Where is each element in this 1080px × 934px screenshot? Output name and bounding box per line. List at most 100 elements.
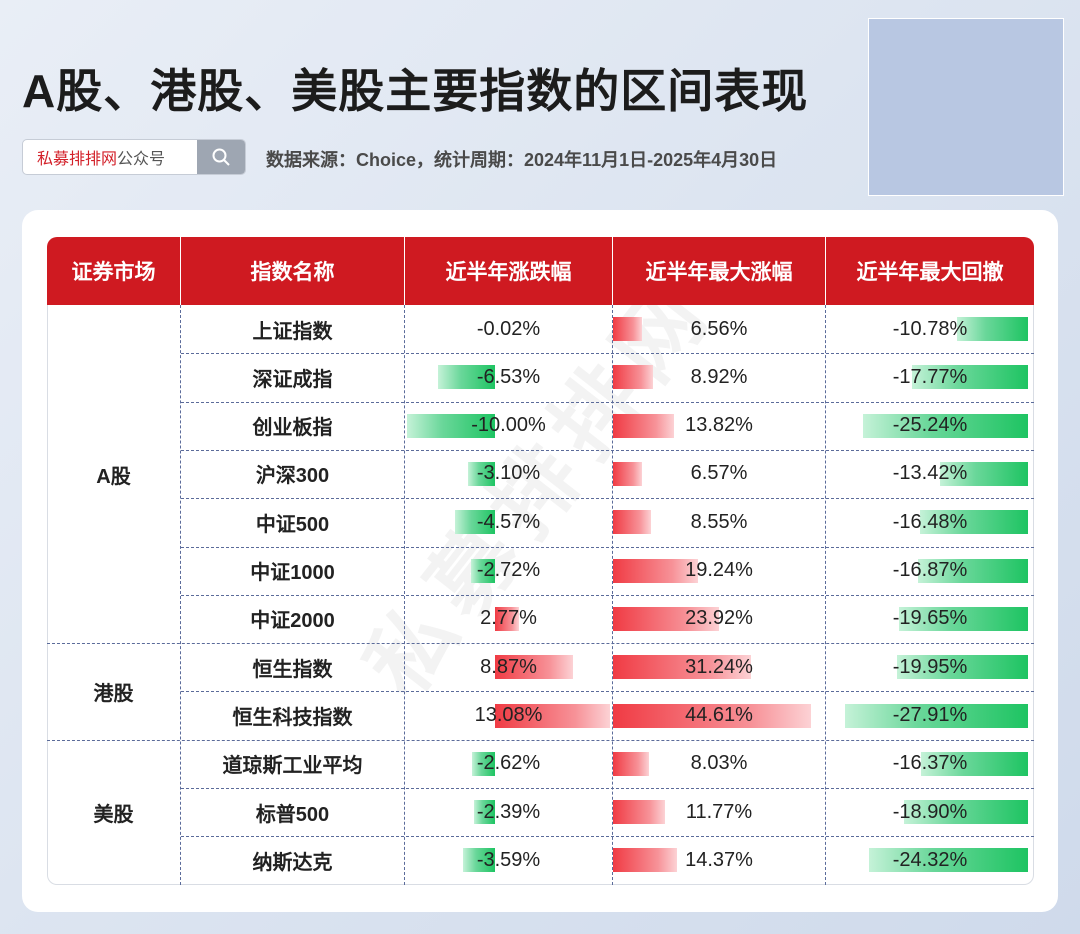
max-drawdown-bar <box>917 558 1028 583</box>
max-drawdown-bar <box>957 317 1028 342</box>
index-name: 恒生指数 <box>252 658 333 681</box>
change-bar <box>495 655 574 680</box>
max-gain-bar <box>613 848 677 873</box>
row-divider <box>181 449 1034 451</box>
market-a-share: A股 <box>96 465 131 488</box>
change-value: -3.10% <box>476 462 541 485</box>
max-gain-value: 14.37% <box>685 848 753 871</box>
max-gain-bar <box>613 510 651 535</box>
max-gain-value: 19.24% <box>685 559 753 581</box>
max-drawdown-value: -16.48% <box>892 510 968 533</box>
max-gain-value: 31.24% <box>685 655 753 678</box>
max-drawdown-value: -16.37% <box>892 752 968 775</box>
market-hk: 港股 <box>93 683 134 705</box>
market-us: 美股 <box>93 804 134 826</box>
max-drawdown-bar <box>920 751 1028 776</box>
change-bar <box>454 510 495 535</box>
change-bar <box>495 703 611 728</box>
header-max-drawdown: 近半年最大回撤 <box>826 237 1034 305</box>
page-title: A股、港股、美股主要指数的区间表现 <box>22 65 809 117</box>
row-divider <box>181 401 1034 403</box>
search-text[interactable]: 私募排排网 公众号 <box>23 140 197 174</box>
max-gain-bar <box>613 703 811 728</box>
change-bar <box>463 848 495 873</box>
max-drawdown-value: -19.95% <box>892 655 968 678</box>
max-gain-bar <box>613 800 666 825</box>
index-name: 创业板指 <box>252 417 333 440</box>
max-drawdown-value: -19.65% <box>892 607 968 630</box>
change-bar <box>437 365 495 390</box>
change-value: -3.59% <box>476 848 541 871</box>
row-divider <box>47 739 1034 741</box>
change-bar <box>407 413 495 438</box>
qr-code-placeholder <box>868 18 1064 196</box>
row-divider <box>181 836 1034 838</box>
max-gain-bar <box>613 558 699 583</box>
max-drawdown-bar <box>904 800 1028 825</box>
max-drawdown-bar <box>845 703 1028 728</box>
max-drawdown-bar <box>862 413 1028 438</box>
max-drawdown-value: -16.87% <box>892 559 968 581</box>
max-drawdown-value: -10.78% <box>892 317 968 340</box>
max-drawdown-bar <box>897 655 1028 680</box>
max-drawdown-bar <box>899 606 1028 631</box>
max-gain-bar <box>613 606 719 631</box>
change-value: 13.08% <box>474 703 543 726</box>
change-bar <box>471 558 495 583</box>
max-gain-value: 11.77% <box>685 800 753 823</box>
max-gain-bar <box>613 413 675 438</box>
max-drawdown-bar <box>920 510 1028 535</box>
data-source-note: 数据来源：Choice，统计周期：2024年11月1日-2025年4月30日 <box>266 150 778 170</box>
header-half-year-change: 近半年涨跌幅 <box>405 237 612 305</box>
max-gain-bar <box>613 751 649 776</box>
max-gain-value: 23.92% <box>685 607 753 630</box>
search-brand: 私募排排网 <box>37 151 118 168</box>
search-icon <box>212 148 230 166</box>
index-name: 纳斯达克 <box>252 851 333 874</box>
change-value: -2.39% <box>476 800 541 823</box>
change-value: -4.57% <box>476 510 541 533</box>
max-drawdown-value: -27.91% <box>892 703 968 726</box>
max-drawdown-value: -13.42% <box>892 462 968 485</box>
change-value: -0.02% <box>476 317 541 340</box>
max-drawdown-value: -17.77% <box>892 365 968 388</box>
row-divider <box>181 594 1034 596</box>
search-suffix: 公众号 <box>117 151 166 168</box>
max-drawdown-value: -18.90% <box>892 800 968 823</box>
index-name: 道琼斯工业平均 <box>222 755 363 778</box>
change-bar <box>471 751 495 776</box>
search-box[interactable]: 私募排排网 公众号 <box>22 139 246 175</box>
max-gain-value: 8.92% <box>690 365 748 388</box>
change-value: -6.53% <box>476 365 541 388</box>
header-market: 证券市场 <box>47 237 180 305</box>
max-gain-value: 6.56% <box>690 317 748 340</box>
change-bar <box>473 800 495 825</box>
header-max-gain: 近半年最大涨幅 <box>613 237 825 305</box>
max-gain-value: 8.03% <box>690 752 748 775</box>
row-divider <box>181 353 1034 355</box>
table-card <box>22 210 1058 912</box>
search-button[interactable] <box>197 140 245 174</box>
index-name: 深证成指 <box>252 368 333 391</box>
change-bar <box>467 462 495 487</box>
index-name: 中证500 <box>255 513 330 536</box>
index-performance-table: 证券市场 指数名称 近半年涨跌幅 近半年最大涨幅 近半年最大回撤 A股 港股 美… <box>47 237 1034 885</box>
change-value: -2.62% <box>476 752 541 775</box>
row-divider <box>181 498 1034 500</box>
change-value: 2.77% <box>480 607 537 630</box>
max-drawdown-value: -25.24% <box>892 414 968 437</box>
max-gain-value: 44.61% <box>685 703 753 726</box>
row-divider <box>181 788 1034 789</box>
row-divider <box>181 691 1034 693</box>
max-gain-bar <box>613 655 752 680</box>
max-gain-bar <box>613 462 643 487</box>
max-gain-value: 8.55% <box>690 510 748 533</box>
max-drawdown-bar <box>868 848 1028 873</box>
max-drawdown-bar <box>911 365 1028 390</box>
index-name: 中证1000 <box>250 562 335 584</box>
index-name: 沪深300 <box>255 465 330 488</box>
change-value: -2.72% <box>476 559 541 581</box>
index-name: 上证指数 <box>252 320 333 343</box>
index-name: 恒生科技指数 <box>232 706 353 729</box>
row-divider <box>47 643 1034 645</box>
